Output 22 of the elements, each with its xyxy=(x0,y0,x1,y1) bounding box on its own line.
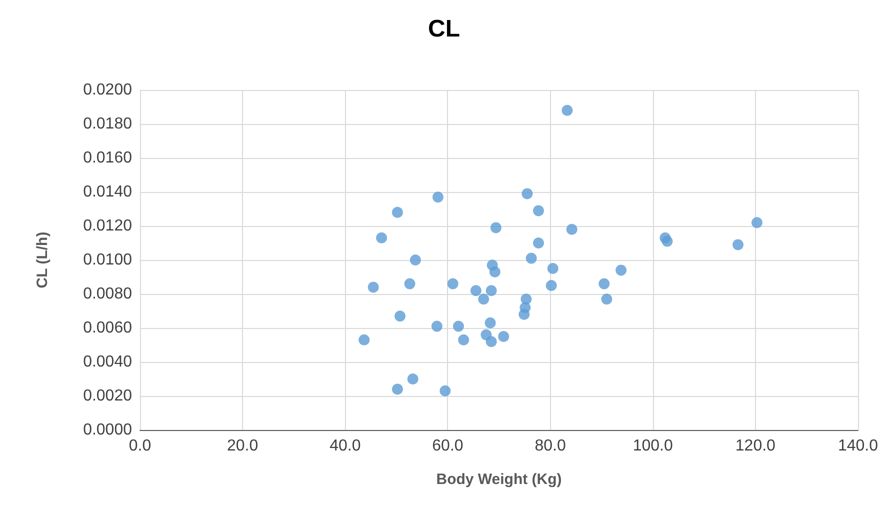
x-tick-label: 0.0 xyxy=(128,438,152,454)
y-tick-label: 0.0200 xyxy=(83,82,132,98)
y-tick-label: 0.0140 xyxy=(83,184,132,200)
y-tick-label: 0.0160 xyxy=(83,150,132,166)
x-tick-label: 40.0 xyxy=(330,438,361,454)
y-tick-label: 0.0040 xyxy=(83,354,132,370)
y-tick-label: 0.0020 xyxy=(83,388,132,404)
y-tick-label: 0.0080 xyxy=(83,286,132,302)
y-axis-title: CL (L/h) xyxy=(34,232,51,288)
y-tick-label: 0.0100 xyxy=(83,252,132,268)
x-tick-label: 20.0 xyxy=(227,438,258,454)
x-axis-title: Body Weight (Kg) xyxy=(436,471,562,488)
y-tick-label: 0.0180 xyxy=(83,116,132,132)
x-tick-label: 60.0 xyxy=(432,438,464,454)
x-tick-label: 100.0 xyxy=(632,438,673,454)
y-tick-label: 0.0120 xyxy=(83,218,132,234)
x-tick-label: 80.0 xyxy=(534,438,566,454)
y-tick-label: 0.0060 xyxy=(83,320,132,336)
chart-title: CL xyxy=(428,16,460,42)
x-tick-label: 140.0 xyxy=(838,438,878,454)
y-tick-label: 0.0000 xyxy=(83,422,132,438)
x-tick-label: 120.0 xyxy=(735,438,776,454)
